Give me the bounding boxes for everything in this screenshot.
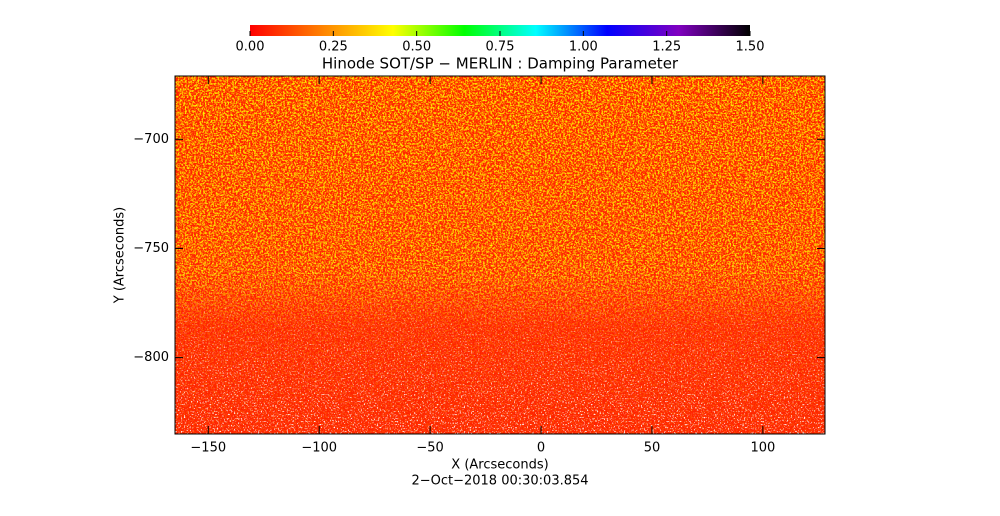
y-tick-label: −700 — [133, 132, 169, 147]
x-tick-label: −150 — [190, 441, 226, 456]
colorbar-tick-label: 1.25 — [652, 40, 681, 55]
colorbar-tick-label: 0.25 — [319, 40, 348, 55]
y-tick-label: −800 — [133, 350, 169, 365]
colorbar — [250, 25, 750, 36]
y-tick-label: −750 — [133, 241, 169, 256]
x-axis-label: X (Arcseconds) — [451, 458, 548, 473]
colorbar-tick-label: 1.50 — [736, 40, 765, 55]
x-tick-label: 0 — [537, 441, 545, 456]
heatmap-image — [175, 76, 825, 434]
x-tick-label: −50 — [416, 441, 443, 456]
x-tick-label: 50 — [644, 441, 661, 456]
y-axis-label: Y (Arcseconds) — [113, 207, 128, 304]
colorbar-tick-label: 0.50 — [402, 40, 431, 55]
plot-frame — [174, 75, 826, 435]
chart-title: Hinode SOT/SP − MERLIN : Damping Paramet… — [322, 55, 679, 73]
x-tick-label: −100 — [301, 441, 337, 456]
footer: 2−Oct−2018 00:30:03.854 — [411, 474, 588, 489]
colorbar-tick-label: 0.00 — [236, 40, 265, 55]
colorbar-tick-label: 0.75 — [486, 40, 515, 55]
colorbar-tick-label: 1.00 — [569, 40, 598, 55]
x-tick-label: 100 — [750, 441, 775, 456]
